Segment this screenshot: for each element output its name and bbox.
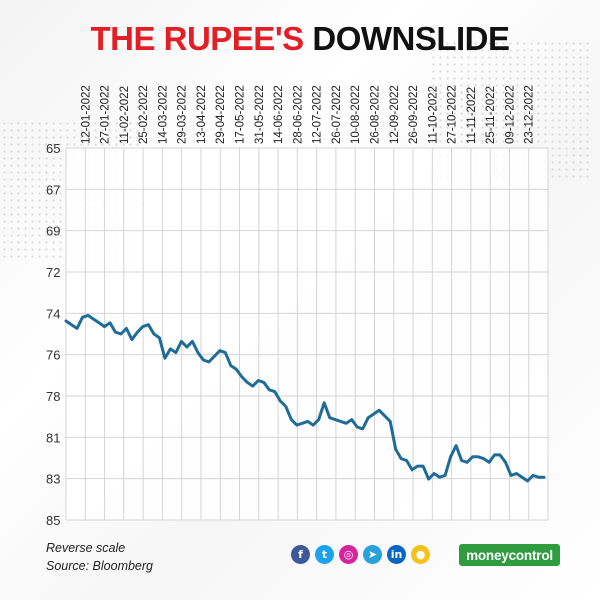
title-part-red: THE RUPEE'S [90, 20, 304, 57]
x-tick-label: 31-05-2022 [254, 85, 266, 144]
reverse-scale-note: Reverse scale [46, 541, 126, 555]
y-tick-label: 67 [46, 182, 60, 197]
y-tick-label: 78 [46, 389, 60, 404]
x-tick-label: 23-12-2022 [524, 85, 536, 144]
x-tick-label: 12-09-2022 [389, 85, 401, 144]
telegram-icon[interactable]: ➤ [363, 545, 382, 564]
moneycontrol-logo: moneycontrol [459, 544, 560, 566]
source-note: Source: Bloomberg [46, 559, 154, 573]
x-tick-label: 29-04-2022 [215, 85, 227, 144]
series-line [64, 313, 546, 483]
y-tick-label: 85 [46, 513, 60, 528]
x-tick-label: 26-07-2022 [331, 85, 343, 144]
x-tick-label: 12-01-2022 [80, 85, 92, 144]
x-tick-label: 13-04-2022 [196, 85, 208, 144]
instagram-icon[interactable]: ◎ [339, 545, 358, 564]
y-tick-label: 76 [46, 348, 60, 363]
x-tick-label: 25-11-2022 [485, 86, 497, 144]
x-tick-label: 26-08-2022 [369, 85, 381, 144]
social-icons: f t ◎ ➤ in ● [291, 545, 430, 564]
title-part-black: DOWNSLIDE [312, 20, 510, 57]
x-tick-label: 27-10-2022 [447, 85, 459, 144]
x-tick-label: 14-03-2022 [157, 85, 169, 144]
y-tick-label: 74 [46, 306, 60, 321]
y-tick-label: 83 [46, 472, 60, 487]
twitter-icon[interactable]: t [315, 545, 334, 564]
facebook-icon[interactable]: f [291, 545, 310, 564]
x-tick-label: 11-11-2022 [466, 87, 478, 144]
x-tick-label: 27-01-2022 [100, 85, 112, 144]
x-tick-label: 25-02-2022 [138, 85, 150, 144]
x-tick-label: 10-08-2022 [350, 85, 362, 144]
plot-area [66, 148, 548, 520]
x-tick-label: 11-10-2022 [427, 86, 439, 144]
x-tick-label: 28-06-2022 [292, 85, 304, 144]
x-tick-label: 09-12-2022 [504, 85, 516, 144]
y-tick-label: 65 [46, 141, 60, 156]
y-tick-label: 69 [46, 224, 60, 239]
brand-text: moneycontrol [466, 547, 553, 563]
page-title: THE RUPEE'S DOWNSLIDE [0, 20, 600, 58]
x-tick-label: 29-03-2022 [177, 85, 189, 144]
koo-icon[interactable]: ● [411, 545, 430, 564]
x-tick-label: 14-06-2022 [273, 85, 285, 144]
x-tick-label: 12-07-2022 [312, 85, 324, 144]
linkedin-icon[interactable]: in [387, 545, 406, 564]
y-tick-label: 81 [46, 430, 60, 445]
x-tick-label: 17-05-2022 [235, 85, 247, 144]
x-tick-label: 26-09-2022 [408, 85, 420, 144]
x-tick-label: 11-02-2022 [119, 86, 131, 144]
y-tick-label: 72 [46, 265, 60, 280]
